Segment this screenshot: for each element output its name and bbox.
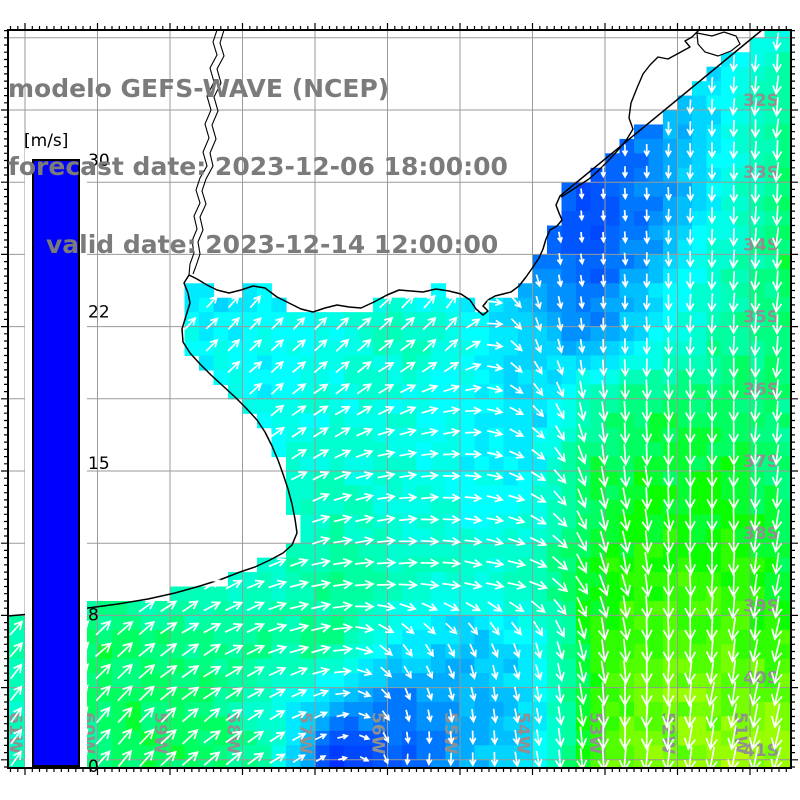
colorbar-tick-label: 22: [88, 303, 110, 323]
colorbar-gradient: [32, 159, 80, 767]
lon-label: 56W: [368, 712, 388, 755]
map-frame: [1, 23, 798, 775]
lon-label: 52W: [658, 712, 678, 755]
lat-label: 37S: [743, 452, 779, 472]
colorbar-units: [m/s]: [24, 131, 68, 151]
uruguay-coastline: [560, 29, 700, 198]
lon-label: 59W: [150, 712, 170, 755]
lat-label: 35S: [743, 308, 779, 328]
wave-speed-field-cells: [8, 30, 792, 769]
lat-label: 38S: [743, 524, 779, 544]
arrow-strokes: [9, 32, 783, 773]
lat-label: 32S: [743, 91, 779, 111]
colorbar-tick-label: 8: [88, 606, 99, 626]
lat-label: 33S: [743, 163, 779, 183]
wind-direction-arrows: [9, 32, 783, 773]
lat-label: 40S: [743, 669, 779, 689]
coastline-layer: [7, 29, 763, 617]
lat-label: 36S: [743, 380, 779, 400]
frame-ticks: [1, 23, 798, 775]
island-outline: [696, 31, 741, 57]
river-line: [192, 29, 225, 275]
colorbar-tick-label: 15: [88, 454, 110, 474]
lat-lon-gridlines: [8, 30, 791, 768]
river-line: [188, 29, 218, 276]
colorbar-tick-label: 30: [88, 151, 110, 171]
coastline: [7, 29, 763, 617]
